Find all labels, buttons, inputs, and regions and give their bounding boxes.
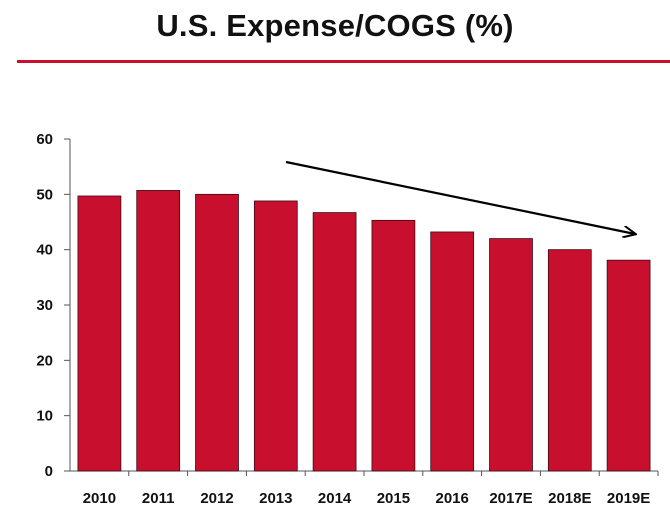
y-tick-label: 50	[36, 186, 53, 203]
y-tick-label: 10	[36, 408, 53, 425]
y-tick-label: 0	[45, 463, 53, 480]
y-tick-label: 40	[36, 242, 53, 259]
x-tick-label: 2019E	[607, 490, 650, 507]
bar-2010	[77, 195, 122, 472]
y-tick-label: 30	[36, 297, 53, 314]
x-tick-label: 2010	[83, 490, 116, 507]
x-tick-label: 2017E	[489, 490, 532, 507]
y-tick-label: 20	[36, 352, 53, 369]
trend-arrow	[285, 160, 635, 234]
bar-2017E	[489, 238, 533, 472]
bar-2012	[195, 193, 239, 472]
x-tick-label: 2012	[200, 490, 233, 507]
x-tick-label: 2011	[142, 490, 175, 507]
x-tick-label: 2013	[259, 490, 292, 507]
x-tick-label: 2018E	[548, 490, 591, 507]
x-tick-label: 2016	[436, 490, 469, 507]
chart-title: U.S. Expense/COGS (%)	[156, 8, 514, 43]
x-tick-label: 2015	[377, 490, 410, 507]
bar-2014	[312, 212, 357, 472]
bar-2013	[253, 200, 298, 472]
y-tick-label: 60	[36, 131, 53, 148]
bar-2018E	[547, 249, 592, 472]
bar-2019E	[606, 259, 651, 472]
title-underline	[17, 60, 670, 63]
x-tick-label: 2014	[318, 490, 352, 507]
bar-2011	[136, 190, 181, 472]
bar-2016	[430, 231, 475, 472]
bar-2015	[371, 219, 416, 472]
